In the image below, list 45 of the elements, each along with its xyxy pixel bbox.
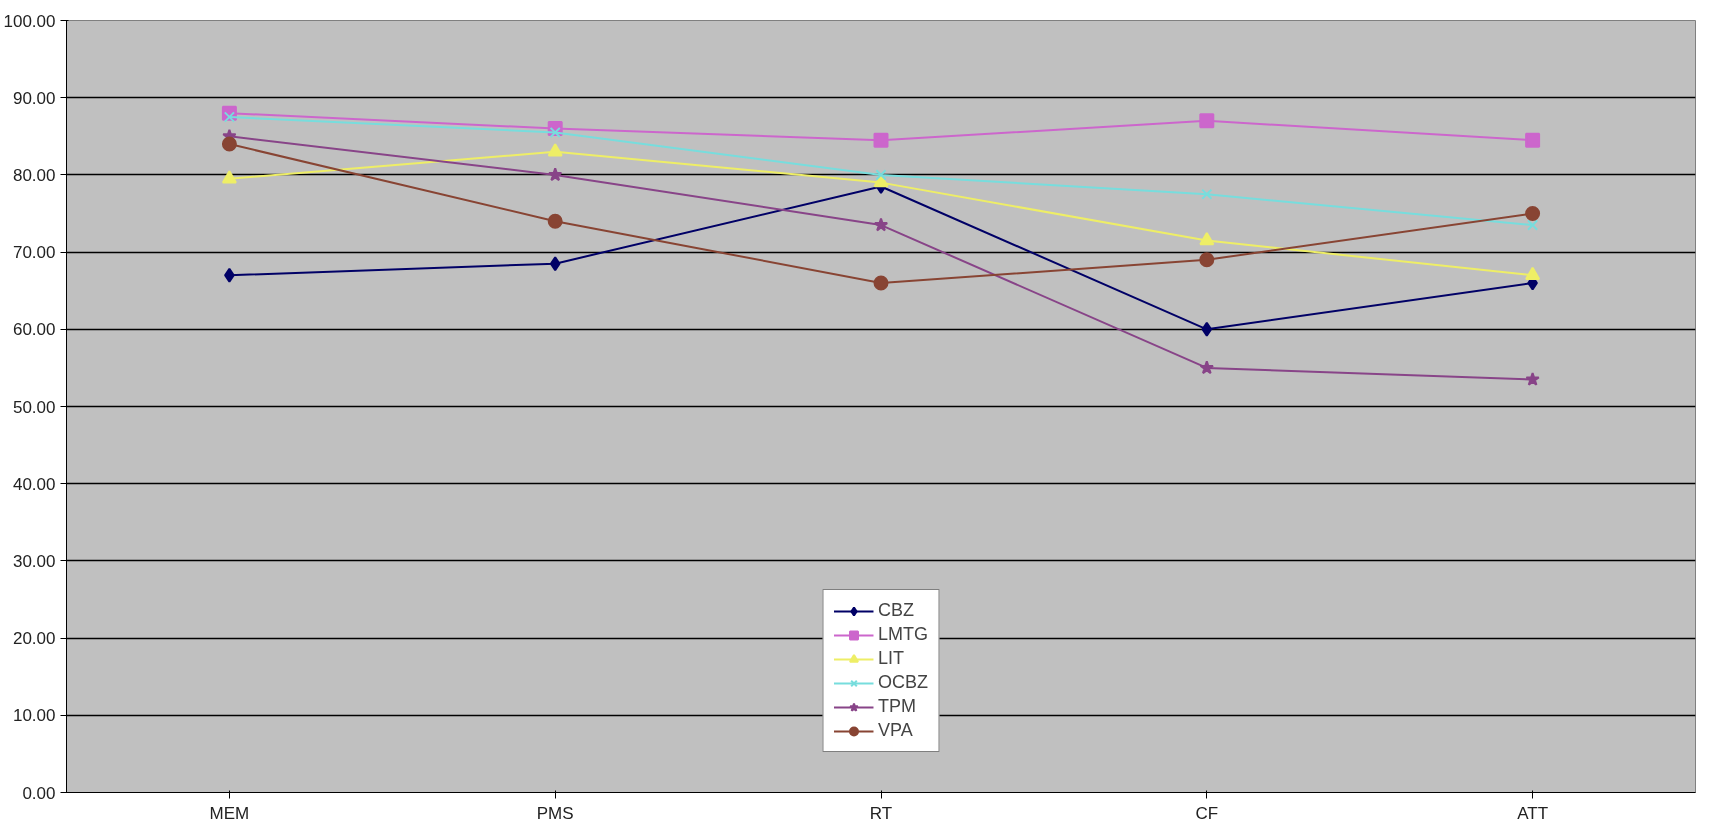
point xyxy=(1527,219,1539,231)
legend-label: LIT xyxy=(877,648,905,669)
y-tick-label: 100.00 xyxy=(3,11,56,31)
x-tick-label: PMS xyxy=(536,803,574,823)
point xyxy=(1201,321,1213,337)
y-tick-label: 70.00 xyxy=(12,243,56,263)
point xyxy=(221,136,237,152)
point xyxy=(873,217,889,232)
point xyxy=(1525,206,1541,221)
y-tick-label: 0.00 xyxy=(22,783,56,803)
point xyxy=(549,126,561,139)
legend-label: CBZ xyxy=(877,600,914,621)
x-tick-label: RT xyxy=(869,803,893,823)
point xyxy=(223,111,235,123)
y-tick-label: 50.00 xyxy=(12,397,56,417)
point xyxy=(1199,360,1214,375)
point xyxy=(1199,113,1215,129)
y-tick-label: 90.00 xyxy=(12,88,56,108)
x-tick-label: MEM xyxy=(209,803,250,823)
legend-label: VPA xyxy=(877,720,913,741)
legend-label: TPM xyxy=(877,696,916,717)
point xyxy=(1525,266,1541,281)
point xyxy=(549,256,561,272)
legend-label: LMTG xyxy=(877,624,929,645)
y-tick-label: 60.00 xyxy=(12,320,56,340)
point xyxy=(548,167,563,182)
y-tick-label: 80.00 xyxy=(12,165,56,185)
point xyxy=(547,143,563,157)
point xyxy=(1525,132,1541,148)
point xyxy=(547,213,563,229)
legend-label: OCBZ xyxy=(877,672,929,693)
point xyxy=(1201,188,1213,200)
x-tick-label: CF xyxy=(1195,803,1219,823)
y-tick-label: 10.00 xyxy=(12,706,56,726)
point xyxy=(1525,371,1540,386)
y-tick-label: 40.00 xyxy=(12,474,56,494)
y-tick-label: 30.00 xyxy=(12,551,56,571)
point xyxy=(221,170,237,184)
point xyxy=(875,169,887,181)
point xyxy=(1199,252,1215,268)
y-tick-label: 20.00 xyxy=(12,629,56,649)
point xyxy=(873,132,889,148)
point xyxy=(1199,232,1215,246)
x-tick-label: ATT xyxy=(1517,803,1549,823)
point xyxy=(873,275,889,291)
